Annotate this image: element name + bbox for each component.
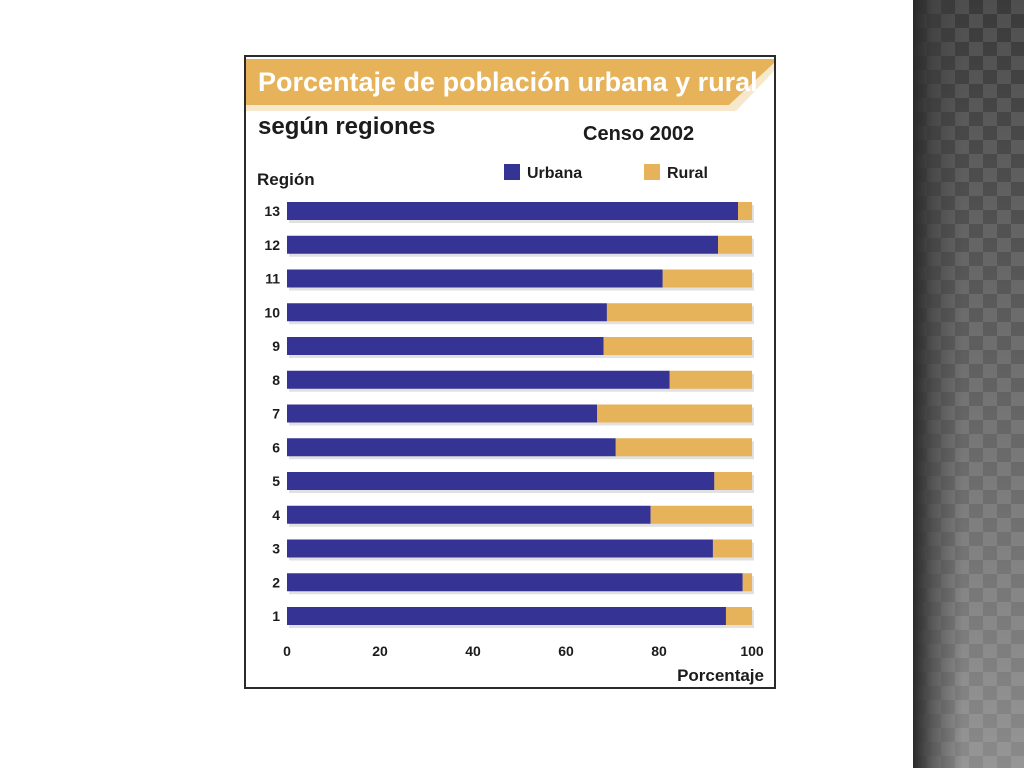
- bar-rural-region-2: [742, 573, 752, 592]
- x-axis-title: Porcentaje: [677, 666, 764, 685]
- bars-layer: [287, 202, 754, 628]
- chart-container: Porcentaje de población urbana y rural s…: [244, 55, 776, 689]
- title-banner: [246, 59, 774, 105]
- y-tick-labels: 13 12 11 10 9 8 7 6 5 4 3 2 1: [264, 203, 280, 624]
- bar-urbana-region-3: [287, 539, 713, 558]
- chart-subtitle: según regiones: [258, 113, 435, 140]
- y-tick-label: 13: [264, 203, 280, 219]
- x-tick-label: 60: [558, 643, 574, 659]
- x-tick-label: 80: [651, 643, 667, 659]
- y-tick-label: 3: [272, 541, 280, 557]
- bar-rural-region-1: [725, 607, 752, 625]
- x-tick-labels: 0 20 40 60 80 100: [283, 643, 764, 659]
- bar-urbana-region-4: [287, 505, 651, 524]
- y-tick-label: 8: [272, 372, 280, 388]
- title-banner-shadow: [246, 63, 774, 111]
- census-label: Censo 2002: [583, 123, 694, 145]
- y-tick-label: 5: [272, 473, 280, 489]
- y-tick-label: 6: [272, 439, 280, 455]
- bar-chart: Porcentaje de población urbana y rural s…: [246, 59, 774, 685]
- bar-rural-region-11: [662, 269, 752, 288]
- bar-rural-region-4: [650, 505, 752, 524]
- bar-rural-region-8: [669, 370, 752, 389]
- bar-rural-region-7: [597, 404, 752, 423]
- bar-urbana-region-9: [287, 337, 604, 355]
- y-tick-label: 12: [264, 237, 280, 253]
- bar-urbana-region-1: [287, 607, 726, 625]
- y-tick-label: 2: [272, 574, 280, 590]
- chart-title: Porcentaje de población urbana y rural: [258, 67, 758, 97]
- legend-label-urbana: Urbana: [527, 165, 582, 182]
- bar-rural-region-6: [615, 438, 752, 457]
- y-tick-label: 11: [265, 271, 280, 287]
- bar-rural-region-5: [714, 472, 752, 490]
- decorative-side-panel: [913, 0, 1024, 768]
- bar-rural-region-3: [712, 539, 752, 558]
- legend-swatch-rural: [644, 164, 660, 180]
- x-tick-label: 20: [372, 643, 388, 659]
- bar-urbana-region-2: [287, 573, 743, 592]
- x-tick-label: 40: [465, 643, 481, 659]
- bar-urbana-region-7: [287, 404, 598, 423]
- bar-urbana-region-5: [287, 472, 715, 490]
- bar-urbana-region-10: [287, 303, 607, 322]
- y-tick-label: 7: [272, 406, 280, 422]
- bar-rural-region-12: [718, 235, 752, 254]
- y-tick-label: 4: [272, 507, 280, 523]
- y-tick-label: 10: [264, 304, 280, 320]
- bar-urbana-region-12: [287, 235, 719, 254]
- y-tick-label: 1: [272, 608, 280, 624]
- y-tick-label: 9: [272, 338, 280, 354]
- bar-urbana-region-6: [287, 438, 616, 457]
- bar-rural-region-10: [606, 303, 752, 322]
- legend-swatch-urbana: [504, 164, 520, 180]
- legend-label-rural: Rural: [667, 165, 708, 182]
- bar-urbana-region-8: [287, 370, 670, 389]
- x-tick-label: 100: [740, 643, 764, 659]
- bar-rural-region-9: [603, 337, 752, 355]
- bar-urbana-region-11: [287, 269, 663, 288]
- bar-rural-region-13: [738, 202, 752, 220]
- y-axis-title: Región: [257, 170, 315, 189]
- bar-urbana-region-13: [287, 202, 739, 220]
- x-tick-label: 0: [283, 643, 291, 659]
